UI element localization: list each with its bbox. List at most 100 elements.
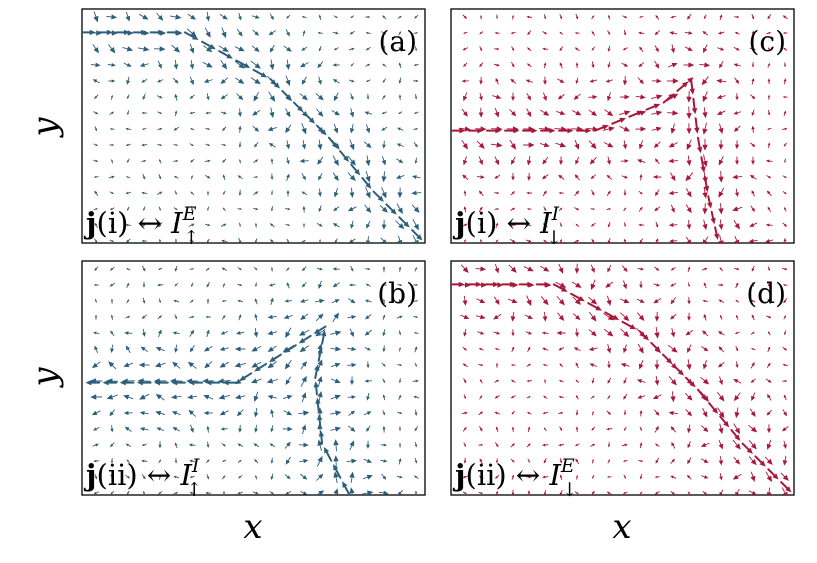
field-arrow: [125, 474, 131, 479]
field-arrow: [494, 207, 500, 211]
field-arrow: [398, 442, 402, 448]
field-arrow: [254, 238, 258, 243]
field-arrow: [734, 188, 739, 198]
field-arrow: [651, 126, 662, 132]
panel-tag: (b): [377, 277, 417, 310]
field-arrow: [252, 491, 259, 495]
field-arrow: [347, 172, 356, 182]
field-arrow: [589, 157, 597, 165]
field-arrow: [398, 346, 401, 352]
field-arrow: [638, 360, 644, 370]
field-arrow: [350, 63, 355, 67]
field-arrow: [670, 327, 676, 338]
field-arrow: [558, 156, 564, 166]
field-arrow: [206, 298, 210, 304]
field-arrow: [509, 109, 517, 117]
field-arrow: [540, 109, 550, 116]
panel-d: (d) j(ii) ↔ IE ↓: [450, 260, 795, 501]
field-arrow: [476, 298, 486, 304]
field-arrow: [317, 156, 324, 165]
field-arrow: [463, 31, 468, 34]
field-arrow: [751, 190, 755, 197]
current-arrow: [132, 29, 148, 36]
field-arrow: [189, 329, 195, 337]
field-arrow: [701, 76, 709, 86]
field-arrow: [750, 362, 755, 369]
field-arrow: [619, 298, 630, 304]
field-arrow: [333, 15, 338, 19]
field-arrow: [687, 282, 690, 288]
field-arrow: [670, 15, 677, 19]
field-arrow: [622, 459, 628, 462]
field-arrow: [330, 378, 341, 384]
field-arrow: [735, 361, 739, 369]
field-arrow: [382, 45, 386, 52]
field-arrow: [253, 191, 259, 196]
field-arrow: [301, 240, 306, 243]
field-arrow: [479, 222, 483, 229]
field-arrow: [589, 363, 597, 367]
field-arrow: [333, 471, 339, 484]
field-arrow: [205, 223, 211, 227]
field-arrow: [250, 378, 262, 384]
field-arrow: [654, 375, 660, 386]
field-arrow: [734, 15, 740, 19]
field-arrow: [748, 425, 758, 433]
field-arrow: [654, 326, 660, 339]
field-arrow: [173, 59, 179, 70]
field-arrow: [285, 140, 291, 150]
field-arrow: [702, 186, 708, 199]
field-arrow: [784, 158, 787, 163]
current-arrow: [661, 353, 673, 364]
field-arrow: [174, 93, 178, 101]
field-arrow: [286, 189, 290, 197]
field-arrow: [286, 238, 290, 243]
field-arrow: [222, 190, 226, 195]
field-arrow: [239, 159, 242, 164]
field-arrow: [268, 30, 276, 36]
field-arrow: [607, 265, 612, 273]
field-arrow: [651, 110, 663, 116]
field-arrow: [766, 175, 772, 179]
field-arrow: [270, 266, 274, 272]
field-arrow: [556, 330, 566, 336]
field-arrow: [365, 171, 371, 183]
field-arrow: [318, 239, 321, 243]
field-arrow: [654, 475, 660, 479]
field-arrow: [494, 379, 500, 383]
field-arrow: [782, 409, 787, 417]
field-arrow: [283, 45, 292, 52]
field-arrow: [719, 314, 723, 320]
field-arrow: [157, 143, 163, 147]
field-arrow: [558, 443, 565, 447]
field-arrow: [494, 31, 500, 35]
field-arrow: [463, 394, 466, 400]
field-arrow: [670, 313, 677, 320]
field-arrow: [574, 263, 580, 274]
field-arrow: [542, 223, 548, 228]
field-arrow: [220, 60, 228, 70]
field-arrow: [91, 410, 101, 416]
field-arrow: [525, 239, 532, 243]
field-arrow: [365, 79, 371, 83]
field-arrow: [670, 297, 676, 305]
current-arrow: [468, 127, 484, 134]
field-arrow: [526, 15, 533, 19]
field-arrow: [558, 207, 563, 211]
field-arrow: [302, 205, 306, 213]
field-arrow: [365, 236, 371, 243]
field-arrow: [270, 297, 274, 305]
field-arrow: [235, 394, 246, 400]
field-arrow: [174, 238, 178, 243]
current-path: [451, 281, 792, 493]
field-arrow: [588, 109, 598, 116]
field-arrow: [542, 190, 547, 197]
field-arrow: [94, 238, 98, 243]
field-arrow: [414, 442, 418, 448]
current-arrow: [318, 430, 325, 445]
field-arrow: [575, 362, 579, 369]
field-arrow: [269, 59, 275, 71]
field-arrow: [158, 491, 163, 495]
field-arrow: [283, 410, 293, 416]
field-arrow: [92, 427, 100, 431]
